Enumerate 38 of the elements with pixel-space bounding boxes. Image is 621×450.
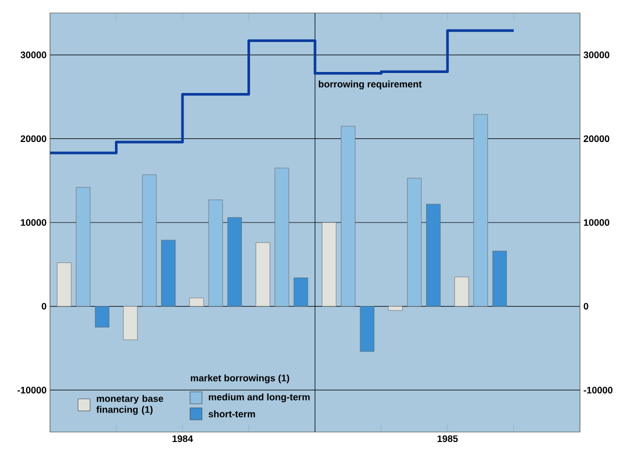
bar bbox=[227, 217, 242, 306]
bar bbox=[56, 262, 72, 306]
bar bbox=[161, 240, 176, 306]
bar bbox=[294, 278, 308, 306]
y2-tick-label: -10000 bbox=[584, 386, 612, 394]
bar bbox=[407, 178, 422, 306]
bar bbox=[189, 298, 204, 306]
x-tick-label: 1984 bbox=[172, 435, 193, 442]
y-tick-label: 20000 bbox=[20, 135, 46, 142]
y-tick-label: -10000 bbox=[18, 386, 46, 394]
y2-tick-label: 0 bbox=[584, 302, 588, 310]
bar bbox=[256, 242, 270, 306]
bar bbox=[454, 276, 469, 306]
bar bbox=[340, 126, 356, 306]
legend-title: market borrowings (1) bbox=[190, 374, 290, 384]
legend-label: monetary base financing (1) bbox=[96, 394, 164, 415]
bar bbox=[208, 200, 223, 306]
bar bbox=[388, 306, 403, 311]
y2-tick-label: 20000 bbox=[584, 135, 610, 142]
y-tick-label: 0 bbox=[42, 302, 46, 310]
bar bbox=[473, 114, 488, 306]
bar bbox=[322, 222, 336, 306]
bar bbox=[360, 306, 374, 352]
bar bbox=[142, 174, 157, 306]
legend-label: medium and long-term bbox=[208, 393, 310, 402]
y-tick-label: 10000 bbox=[20, 219, 46, 226]
bar bbox=[426, 204, 441, 306]
x-tick-label: 1985 bbox=[438, 435, 458, 442]
series-label: borrowing requirement bbox=[318, 80, 422, 90]
legend-label: short-term bbox=[208, 410, 255, 418]
bar bbox=[274, 168, 290, 306]
y-tick-label: 30000 bbox=[20, 52, 46, 58]
y2-tick-label: 30000 bbox=[584, 52, 610, 58]
bar bbox=[123, 306, 138, 340]
bar bbox=[76, 187, 90, 306]
y2-tick-label: 10000 bbox=[584, 219, 610, 226]
bar bbox=[94, 306, 110, 328]
bar bbox=[492, 250, 507, 306]
